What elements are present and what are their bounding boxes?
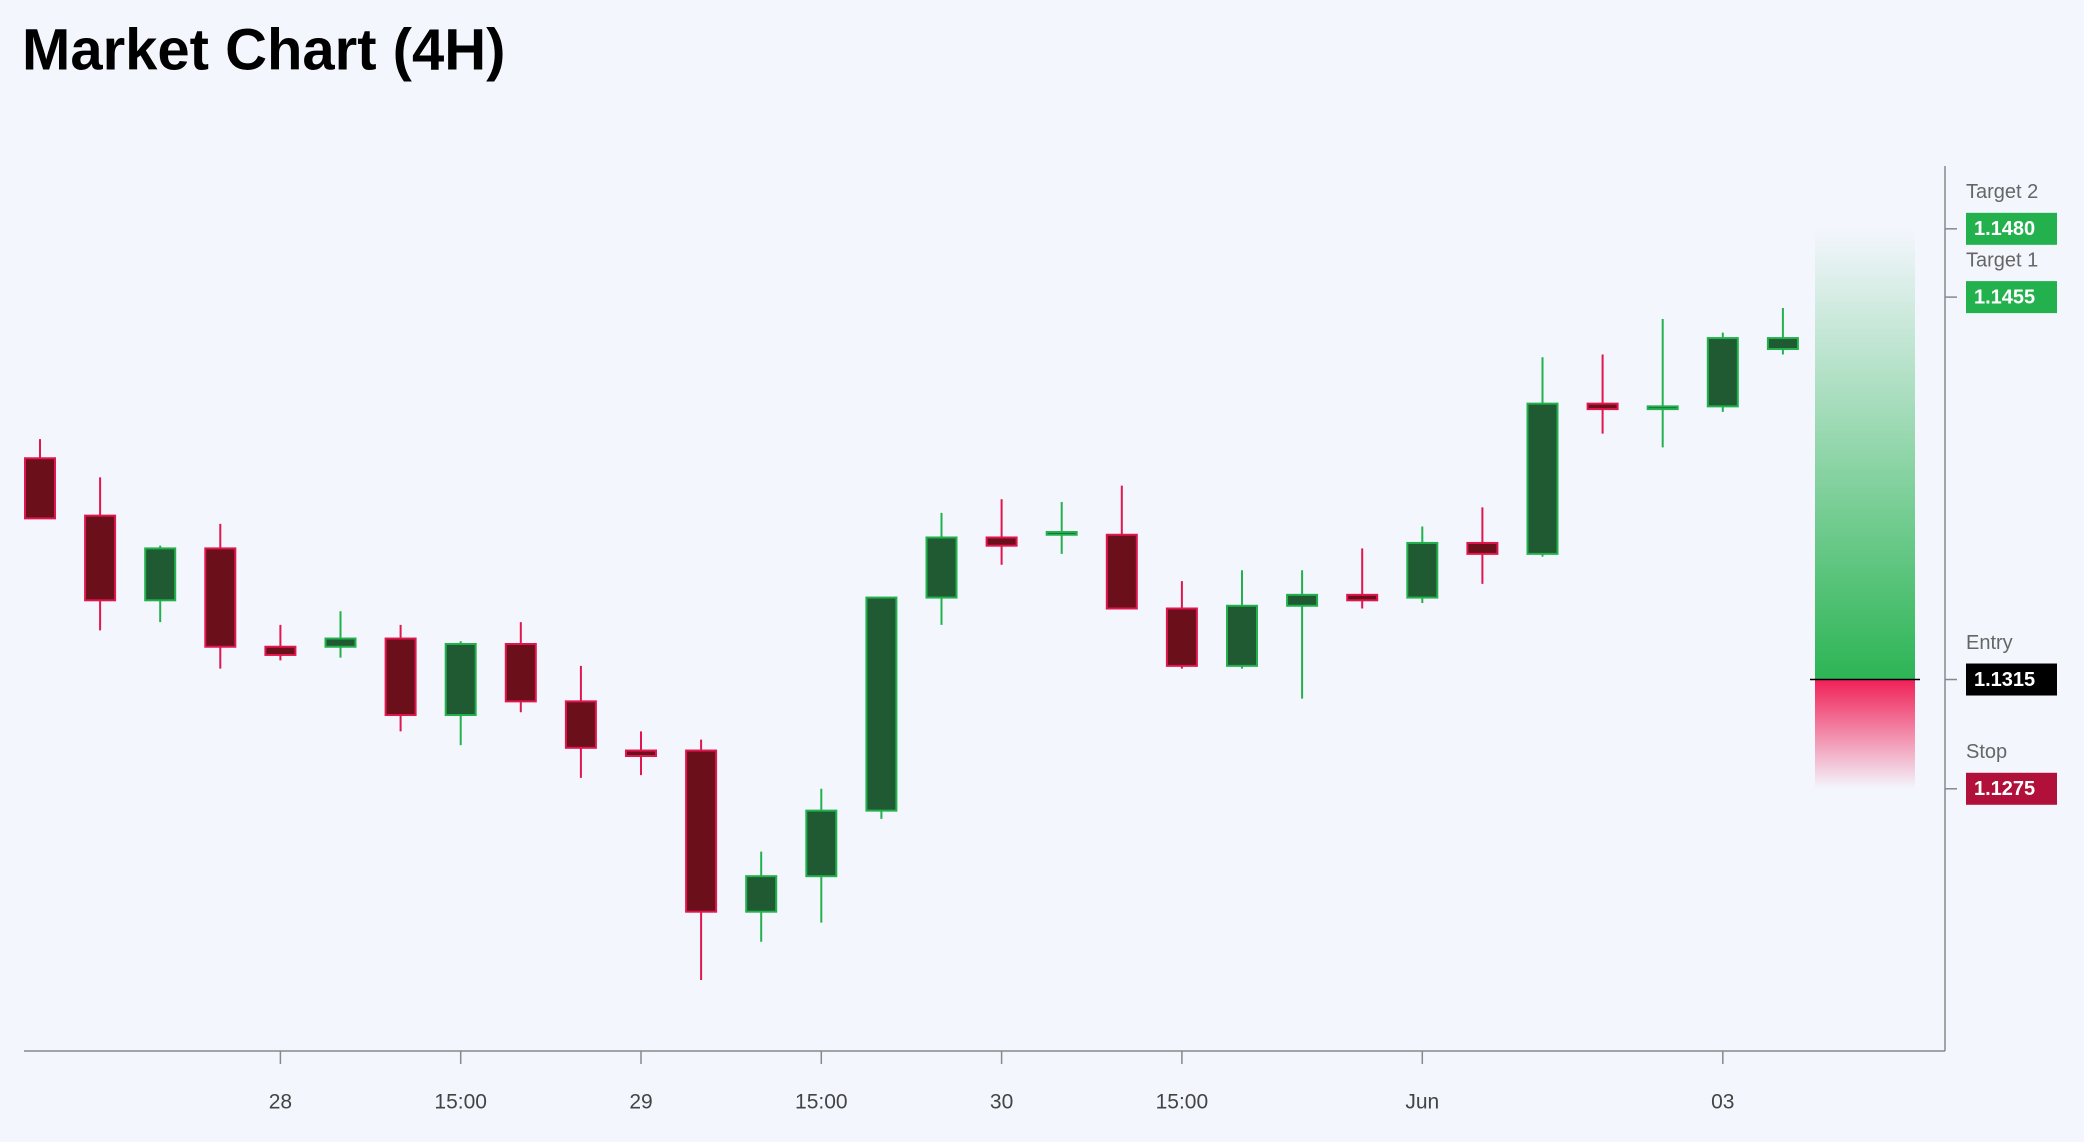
x-tick-label: 30 [990,1091,1013,1114]
candle-body [925,536,958,599]
candle-body [24,457,56,520]
level-value: 1.1480 [1974,218,2035,240]
candle-body [1165,607,1198,667]
x-tick-label: 15:00 [795,1091,848,1114]
level-name: Target 1 [1966,249,2038,271]
candle-body [1286,593,1319,607]
level-name: Entry [1966,632,2013,654]
candle-body [1646,405,1679,411]
x-tick-label: 15:00 [434,1091,487,1114]
candle-body [264,645,297,656]
candle-body [1105,533,1138,610]
chart-title: Market Chart (4H) [22,17,505,82]
profit-zone [1815,228,1915,680]
candle-body [384,637,417,717]
candle-body [84,514,117,602]
level-name: Stop [1966,741,2007,763]
candle-body [144,547,177,602]
candle-body [865,596,898,812]
level-box [1966,772,2057,805]
candle-body [985,536,1018,547]
candle-body [1586,402,1619,411]
level-value: 1.1275 [1974,778,2035,800]
x-tick-label: Jun [1405,1091,1439,1114]
candle-body [1766,337,1799,351]
candle-body [625,749,657,758]
level-name: Target 2 [1966,181,2038,203]
candle-body [444,643,477,717]
candle-body [324,637,357,648]
candle-body [1226,604,1258,667]
level-value: 1.1455 [1974,286,2035,308]
x-tick-label: 15:00 [1156,1091,1209,1114]
candle-body [805,809,838,878]
x-tick-label: 28 [269,1091,292,1114]
level-box [1966,663,2057,696]
level-box [1966,281,2057,314]
candle-body [1526,402,1559,555]
loss-zone [1815,679,1915,789]
x-tick-label: 03 [1711,1091,1734,1114]
candle-body [1706,337,1739,408]
level-value: 1.1315 [1974,669,2035,691]
candle-body [685,749,718,913]
candle-body [1466,541,1499,555]
candle-body [1045,531,1078,536]
candle-body [745,875,778,913]
candle-body [564,700,597,749]
x-tick-label: 29 [629,1091,652,1114]
level-box [1966,212,2057,245]
candle-body [1406,541,1439,599]
candle-body [504,643,537,703]
candle-body [204,547,237,648]
candle-body [1346,593,1379,602]
